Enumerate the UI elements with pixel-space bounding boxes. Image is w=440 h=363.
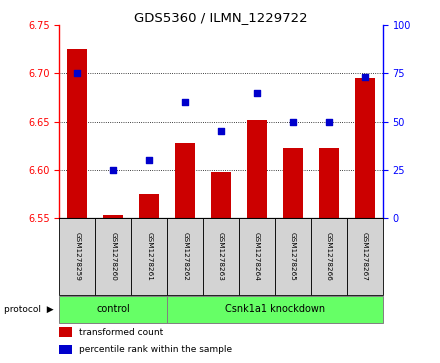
Bar [139, 193, 159, 218]
Point [361, 74, 368, 80]
Bar [283, 148, 303, 218]
Bar [59, 296, 167, 323]
Bar [347, 218, 383, 294]
Text: GSM1278264: GSM1278264 [254, 232, 260, 281]
Point [182, 99, 189, 105]
Title: GDS5360 / ILMN_1229722: GDS5360 / ILMN_1229722 [134, 11, 308, 24]
Point [74, 70, 81, 76]
Text: GSM1278266: GSM1278266 [326, 232, 332, 281]
Text: protocol  ▶: protocol ▶ [4, 305, 54, 314]
Text: Csnk1a1 knockdown: Csnk1a1 knockdown [225, 305, 325, 314]
Bar [59, 218, 95, 294]
Bar [167, 296, 383, 323]
Bar [203, 218, 239, 294]
Point [290, 119, 297, 125]
Bar [275, 218, 311, 294]
Text: transformed count: transformed count [79, 328, 163, 337]
Point [253, 90, 260, 95]
Point [218, 128, 225, 134]
Point [110, 167, 117, 172]
Bar [67, 49, 87, 218]
Text: GSM1278260: GSM1278260 [110, 232, 116, 281]
Text: GSM1278265: GSM1278265 [290, 232, 296, 281]
Bar [167, 218, 203, 294]
Text: GSM1278267: GSM1278267 [362, 232, 368, 281]
Text: percentile rank within the sample: percentile rank within the sample [79, 345, 232, 354]
Bar [59, 345, 72, 354]
Text: control: control [96, 305, 130, 314]
Text: GSM1278259: GSM1278259 [74, 232, 81, 281]
Bar [175, 143, 195, 218]
Text: GSM1278262: GSM1278262 [182, 232, 188, 281]
Bar [131, 218, 167, 294]
Text: GSM1278263: GSM1278263 [218, 232, 224, 281]
Bar [59, 327, 72, 337]
Bar [239, 218, 275, 294]
Bar [311, 218, 347, 294]
Bar [355, 78, 375, 218]
Text: GSM1278261: GSM1278261 [146, 232, 152, 281]
Bar [319, 148, 339, 218]
Point [326, 119, 333, 125]
Point [146, 157, 153, 163]
Bar [247, 120, 267, 218]
Bar [211, 172, 231, 218]
Bar [95, 218, 131, 294]
Bar [103, 215, 123, 218]
